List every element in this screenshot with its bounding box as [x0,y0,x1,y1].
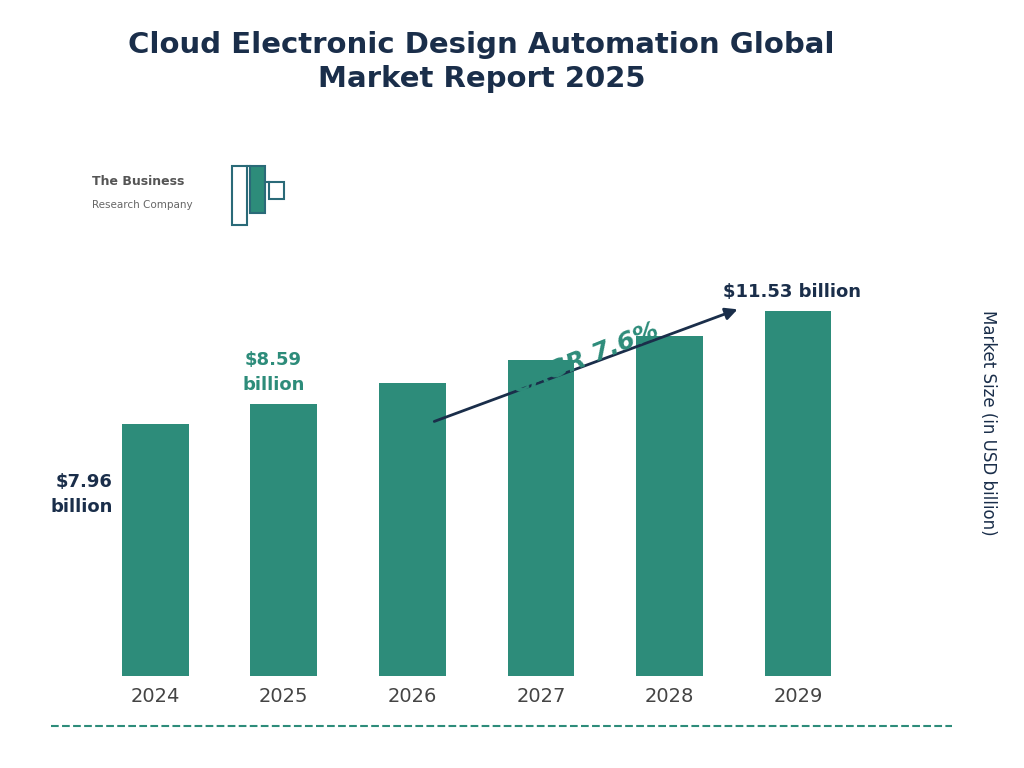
Text: The Business: The Business [92,175,184,188]
Text: $8.59
billion: $8.59 billion [243,351,305,394]
Bar [379,382,445,676]
Text: $11.53 billion: $11.53 billion [723,283,860,301]
Bar [122,424,188,676]
Bar [508,360,574,676]
Bar [268,182,284,200]
Text: Research Company: Research Company [92,200,193,210]
Text: CAGR 7.6%: CAGR 7.6% [509,319,663,399]
Text: Cloud Electronic Design Automation Global
Market Report 2025: Cloud Electronic Design Automation Globa… [128,31,835,94]
Text: Market Size (in USD billion): Market Size (in USD billion) [979,310,997,535]
Bar [251,404,317,676]
Bar [636,336,702,676]
Bar [232,167,247,225]
Text: $7.96
billion: $7.96 billion [50,473,113,516]
Bar [251,167,265,214]
Bar [765,310,831,676]
